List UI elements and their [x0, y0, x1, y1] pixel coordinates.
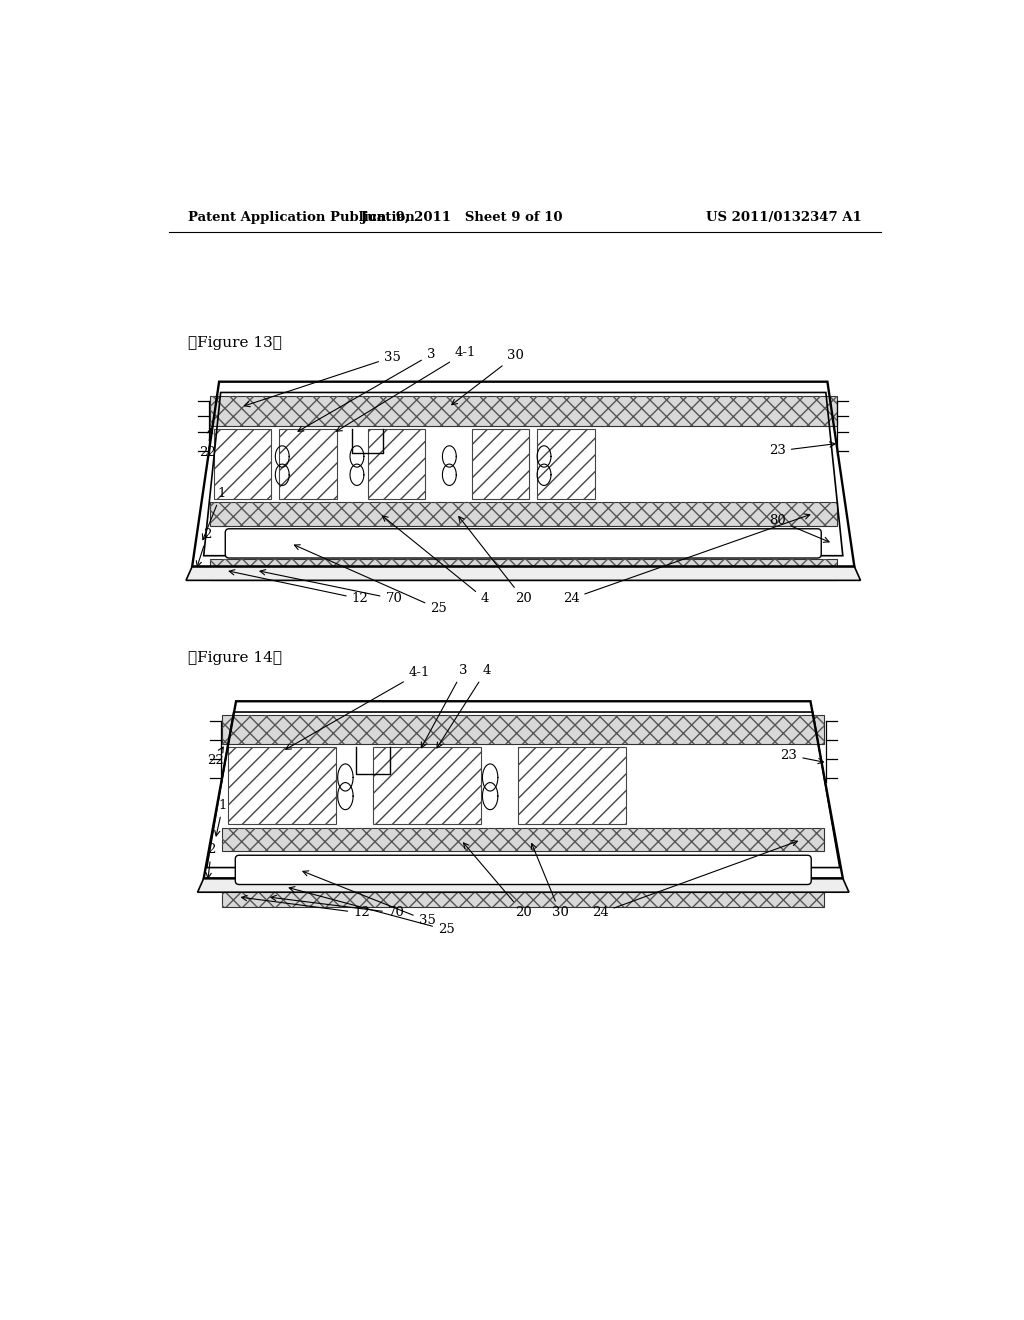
Bar — [538, 429, 595, 499]
Text: 4-1: 4-1 — [286, 667, 430, 750]
Text: 25: 25 — [294, 545, 446, 615]
Text: 【Figure 14】: 【Figure 14】 — [188, 651, 283, 665]
Bar — [538, 429, 595, 499]
Bar — [472, 429, 529, 499]
Text: 20: 20 — [459, 516, 531, 606]
Text: 2: 2 — [206, 843, 216, 878]
Text: 3: 3 — [421, 664, 467, 747]
Bar — [222, 715, 824, 744]
Bar — [222, 829, 824, 851]
Bar — [472, 429, 529, 499]
Text: US 2011/0132347 A1: US 2011/0132347 A1 — [707, 211, 862, 224]
FancyBboxPatch shape — [225, 529, 821, 558]
Bar — [210, 396, 837, 426]
Text: 22: 22 — [200, 428, 216, 459]
Polygon shape — [198, 878, 849, 892]
FancyBboxPatch shape — [236, 855, 811, 884]
Text: Patent Application Publication: Patent Application Publication — [188, 211, 415, 224]
Text: 35: 35 — [303, 871, 435, 927]
Text: 20: 20 — [464, 843, 531, 920]
Text: 4: 4 — [382, 516, 488, 606]
Text: 3: 3 — [298, 348, 435, 432]
Text: 24: 24 — [592, 841, 798, 920]
Text: 23: 23 — [780, 748, 823, 763]
Bar — [368, 429, 425, 499]
Text: 12: 12 — [242, 895, 370, 920]
Bar — [210, 396, 837, 426]
Text: 12: 12 — [229, 570, 369, 606]
Text: 23: 23 — [769, 442, 835, 458]
Bar — [280, 429, 337, 499]
Bar — [214, 429, 271, 499]
Text: 35: 35 — [245, 351, 400, 407]
Bar — [373, 747, 481, 825]
Text: 1: 1 — [215, 799, 227, 836]
Text: 80: 80 — [769, 513, 829, 543]
Text: 1: 1 — [203, 487, 225, 540]
Bar — [210, 558, 837, 581]
Text: 70: 70 — [260, 570, 402, 606]
Bar — [518, 747, 626, 825]
Bar — [373, 747, 481, 825]
Text: 30: 30 — [452, 348, 524, 405]
Text: 30: 30 — [531, 843, 568, 920]
Bar — [210, 558, 837, 581]
Text: 22: 22 — [207, 747, 223, 767]
Text: 70: 70 — [270, 895, 404, 920]
Bar — [222, 829, 824, 851]
Text: 24: 24 — [562, 513, 810, 606]
Bar — [368, 429, 425, 499]
Text: 4-1: 4-1 — [337, 346, 476, 432]
Text: 【Figure 13】: 【Figure 13】 — [188, 335, 283, 350]
Bar — [228, 747, 336, 825]
Bar — [214, 429, 271, 499]
Text: 4: 4 — [437, 664, 490, 748]
Bar — [210, 502, 837, 527]
Text: 2: 2 — [197, 528, 212, 566]
Bar — [228, 747, 336, 825]
Text: Jun. 9, 2011   Sheet 9 of 10: Jun. 9, 2011 Sheet 9 of 10 — [360, 211, 562, 224]
Bar — [210, 502, 837, 527]
Bar — [518, 747, 626, 825]
Polygon shape — [186, 566, 860, 581]
Bar — [280, 429, 337, 499]
Bar — [222, 715, 824, 744]
Bar — [222, 886, 824, 907]
Text: 25: 25 — [289, 887, 455, 936]
Bar — [222, 886, 824, 907]
